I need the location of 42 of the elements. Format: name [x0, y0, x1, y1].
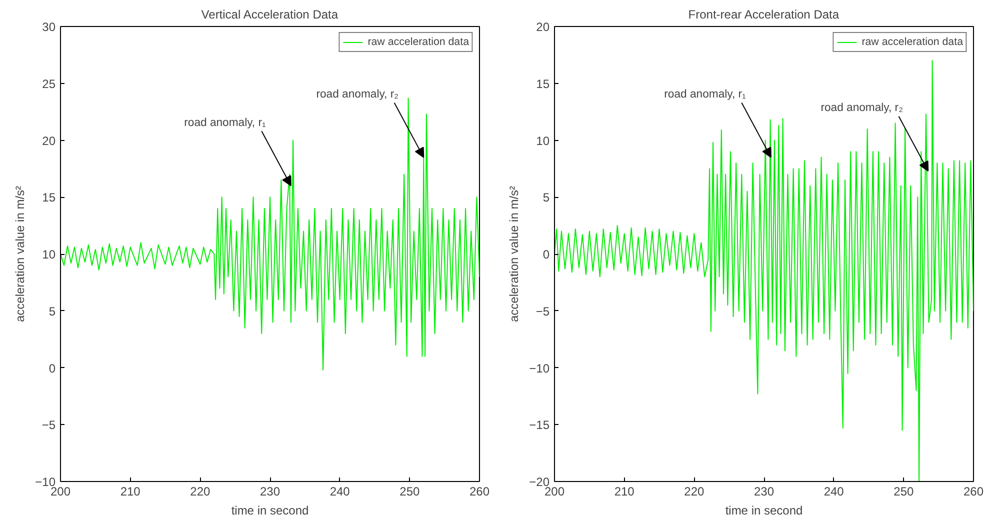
legend-label: raw acceleration data [862, 36, 963, 48]
x-axis-title: time in second [725, 504, 803, 518]
annotation: road anomaly, r₂ [820, 102, 903, 114]
x-tick-label: 240 [330, 484, 350, 498]
chart-title: Front-rear Acceleration Data [688, 8, 840, 22]
y-tick-label: −5 [536, 304, 550, 318]
x-tick-label: 200 [50, 484, 71, 498]
y-tick-label: −10 [529, 361, 550, 376]
y-tick-label: 30 [42, 20, 56, 34]
y-tick-label: 0 [542, 248, 550, 262]
y-tick-label: 10 [42, 248, 56, 262]
y-tick-label: 20 [536, 20, 550, 34]
y-tick-label: −15 [529, 418, 550, 432]
x-tick-label: 260 [963, 484, 984, 498]
y-tick-label: 5 [542, 190, 550, 205]
x-tick-label: 220 [684, 484, 705, 498]
legend-label: raw acceleration data [368, 36, 469, 48]
y-tick-label: 15 [536, 76, 550, 91]
y-tick-label: 25 [42, 76, 56, 91]
x-tick-label: 210 [120, 484, 141, 498]
y-tick-label: 5 [48, 304, 56, 318]
x-tick-label: 250 [894, 484, 914, 498]
y-tick-label: 20 [42, 134, 56, 148]
y-tick-label: −5 [42, 418, 56, 432]
y-tick-label: 15 [42, 190, 56, 205]
x-tick-label: 250 [400, 484, 420, 498]
x-tick-label: 200 [544, 484, 565, 498]
chart-title: Vertical Acceleration Data [201, 8, 338, 22]
x-tick-label: 230 [754, 484, 774, 498]
y-axis-title: acceleration value in m/s² [507, 186, 522, 322]
x-tick-label: 220 [190, 484, 211, 498]
y-axis-title: acceleration value in m/s² [13, 186, 28, 322]
y-tick-label: 10 [536, 134, 550, 148]
x-tick-label: 230 [260, 484, 280, 498]
x-axis-title: time in second [231, 504, 309, 518]
annotation: road anomaly, r₁ [184, 116, 266, 129]
x-tick-label: 240 [824, 484, 844, 498]
x-tick-label: 260 [469, 484, 490, 498]
annotation: road anomaly, r₂ [316, 88, 398, 100]
annotation: road anomaly, r₁ [664, 88, 746, 100]
x-tick-label: 210 [614, 484, 635, 498]
y-tick-label: 0 [48, 361, 56, 376]
